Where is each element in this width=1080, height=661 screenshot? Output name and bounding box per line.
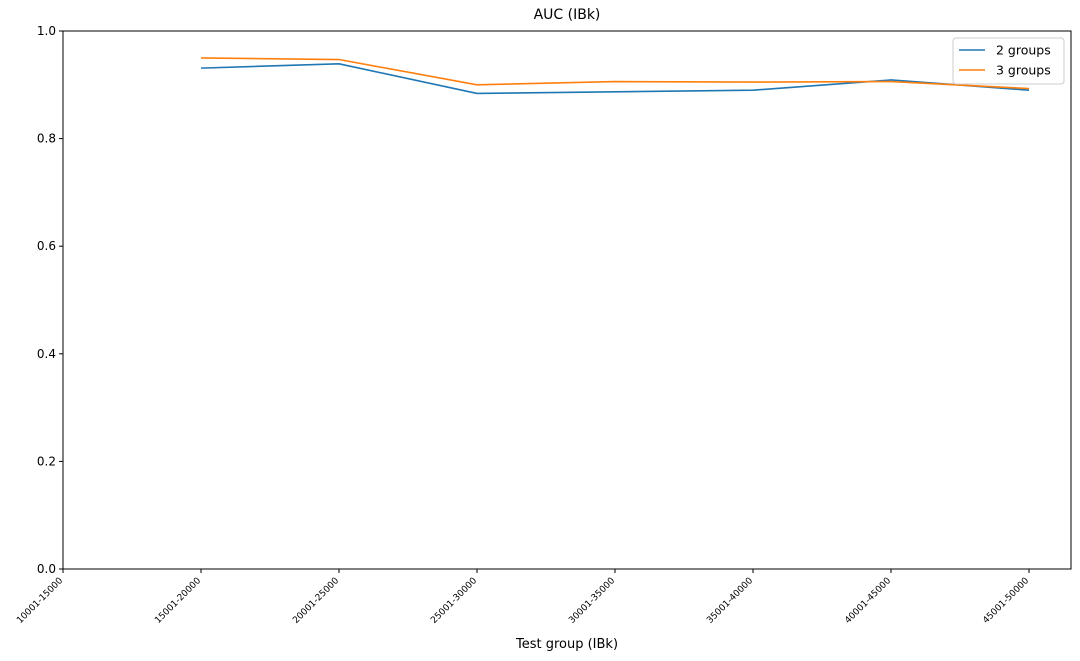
legend-label: 3 groups — [996, 63, 1051, 78]
y-tick-label: 0.6 — [37, 239, 56, 253]
y-axis: 0.0 0.2 0.4 0.6 0.8 1.0 — [37, 24, 63, 576]
legend: 2 groups 3 groups — [952, 37, 1065, 85]
y-tick-label: 0.0 — [37, 562, 56, 576]
x-tick-label: 15001-20000 — [153, 576, 203, 626]
legend-label: 2 groups — [996, 43, 1051, 58]
y-tick-label: 0.2 — [37, 454, 56, 468]
x-axis-label: Test group (IBk) — [515, 637, 618, 652]
plot-frame — [62, 30, 1072, 570]
y-tick-label: 0.4 — [37, 347, 56, 361]
x-tick-label: 40001-45000 — [843, 576, 893, 626]
x-tick-label: 35001-40000 — [705, 576, 755, 626]
x-tick-label: 30001-35000 — [567, 576, 617, 626]
x-tick-label: 10001-15000 — [15, 576, 65, 626]
x-tick-label: 25001-30000 — [429, 576, 479, 626]
y-tick-label: 0.8 — [37, 132, 56, 146]
series-line-1 — [200, 63, 1030, 95]
y-tick-label: 1.0 — [37, 24, 56, 38]
series-line-2 — [200, 57, 1030, 90]
x-tick-label: 20001-25000 — [291, 576, 341, 626]
x-axis: 10001-15000 15001-20000 20001-25000 25001-3… — [15, 569, 1031, 626]
chart-title: AUC (IBk) — [534, 7, 601, 23]
series-layer — [200, 57, 1030, 95]
x-tick-label: 45001-50000 — [981, 576, 1031, 626]
